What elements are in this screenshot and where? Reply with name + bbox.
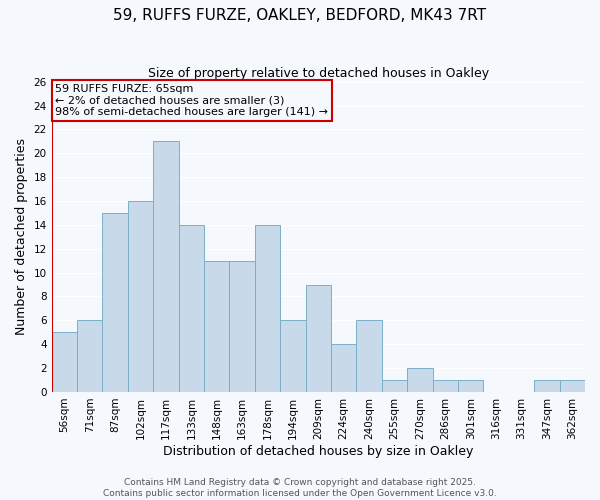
Bar: [534, 380, 560, 392]
Bar: [305, 284, 331, 392]
Text: 59 RUFFS FURZE: 65sqm
← 2% of detached houses are smaller (3)
98% of semi-detach: 59 RUFFS FURZE: 65sqm ← 2% of detached h…: [55, 84, 328, 117]
Text: Contains HM Land Registry data © Crown copyright and database right 2025.
Contai: Contains HM Land Registry data © Crown c…: [103, 478, 497, 498]
Bar: [382, 380, 407, 392]
Bar: [331, 344, 356, 392]
Text: 59, RUFFS FURZE, OAKLEY, BEDFORD, MK43 7RT: 59, RUFFS FURZE, OAKLEY, BEDFORD, MK43 7…: [113, 8, 487, 22]
Bar: [458, 380, 484, 392]
Bar: [153, 142, 179, 392]
Bar: [103, 213, 128, 392]
X-axis label: Distribution of detached houses by size in Oakley: Distribution of detached houses by size …: [163, 444, 473, 458]
Bar: [560, 380, 585, 392]
Bar: [77, 320, 103, 392]
Bar: [356, 320, 382, 392]
Bar: [407, 368, 433, 392]
Bar: [204, 260, 229, 392]
Bar: [128, 201, 153, 392]
Bar: [280, 320, 305, 392]
Title: Size of property relative to detached houses in Oakley: Size of property relative to detached ho…: [148, 68, 489, 80]
Y-axis label: Number of detached properties: Number of detached properties: [15, 138, 28, 336]
Bar: [255, 225, 280, 392]
Bar: [52, 332, 77, 392]
Bar: [433, 380, 458, 392]
Bar: [179, 225, 204, 392]
Bar: [229, 260, 255, 392]
